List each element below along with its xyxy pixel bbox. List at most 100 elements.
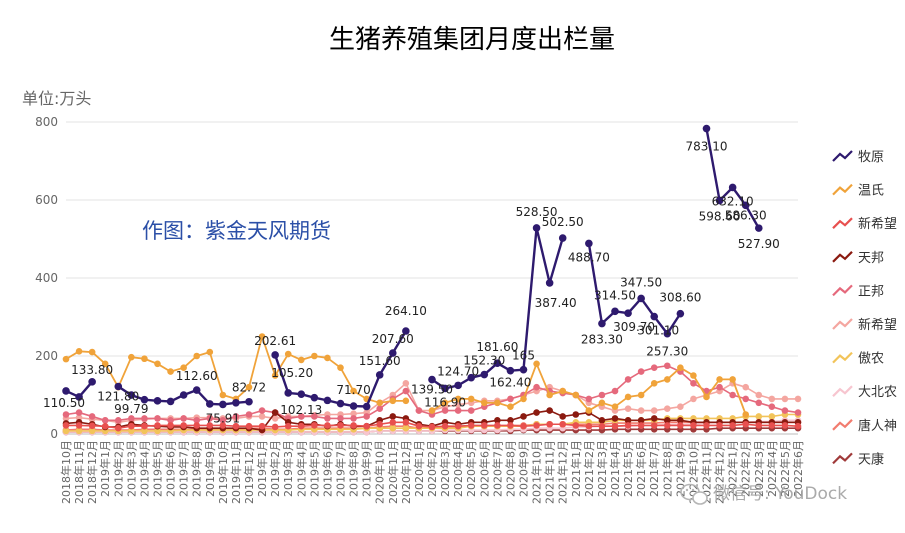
data-point bbox=[794, 409, 802, 416]
data-point bbox=[402, 380, 410, 387]
x-tick-label: 2020年2月 bbox=[425, 440, 439, 497]
data-point bbox=[219, 417, 227, 424]
grid bbox=[66, 121, 798, 435]
x-tick-label: 2019年5月 bbox=[307, 440, 321, 497]
data-point bbox=[297, 390, 306, 398]
legend-item[interactable]: 天邦 bbox=[832, 251, 884, 266]
data-label: 181.60 bbox=[476, 340, 518, 354]
data-point bbox=[284, 422, 292, 430]
data-label: 110.50 bbox=[43, 396, 85, 410]
data-point bbox=[650, 380, 658, 387]
data-point bbox=[598, 319, 606, 328]
data-point bbox=[729, 376, 736, 383]
data-point bbox=[192, 386, 201, 394]
x-tick-label: 2021年7月 bbox=[647, 440, 661, 497]
data-point bbox=[716, 422, 723, 429]
data-point bbox=[546, 407, 553, 414]
x-axis: 2018年10月 2018年11月 2018年12月 2019年1月 2019年2月 20… bbox=[59, 440, 805, 504]
data-label: 112.60 bbox=[176, 369, 218, 383]
data-point bbox=[363, 422, 370, 430]
data-point bbox=[141, 355, 148, 363]
data-point bbox=[690, 395, 697, 403]
data-point bbox=[637, 391, 645, 399]
data-point bbox=[480, 370, 489, 379]
data-label: 488.70 bbox=[568, 250, 610, 264]
data-label: 586.30 bbox=[725, 208, 767, 222]
legend-item[interactable]: 大北农 bbox=[832, 385, 897, 400]
series-4 bbox=[62, 362, 802, 424]
data-label: 133.80 bbox=[71, 363, 113, 377]
data-label: 116.90 bbox=[424, 395, 466, 409]
x-tick-label: 2019年3月 bbox=[281, 440, 295, 497]
x-tick-label: 2019年8月 bbox=[190, 440, 204, 497]
chart-credit: 作图：紫金天风期货 bbox=[142, 219, 331, 243]
data-point bbox=[716, 383, 723, 391]
data-point bbox=[624, 309, 632, 318]
legend-item[interactable]: 傲农 bbox=[832, 352, 884, 367]
data-point bbox=[402, 387, 410, 395]
data-point bbox=[677, 364, 684, 372]
data-point bbox=[467, 395, 475, 403]
data-point bbox=[62, 427, 70, 435]
legend-item[interactable]: 唐人神 bbox=[832, 418, 897, 434]
data-point bbox=[454, 401, 462, 409]
data-point bbox=[180, 422, 187, 429]
x-tick-label: 2019年1月 bbox=[255, 440, 269, 497]
data-point bbox=[559, 413, 567, 420]
data-point bbox=[363, 413, 370, 420]
data-point bbox=[768, 413, 776, 420]
watermark-text: 微信号: YouDock bbox=[713, 484, 847, 504]
data-point bbox=[376, 405, 384, 412]
series-layer bbox=[62, 124, 802, 436]
data-point bbox=[258, 407, 266, 414]
legend-item[interactable]: 温氏 bbox=[832, 184, 884, 199]
legend-swatch bbox=[832, 251, 853, 263]
data-point bbox=[101, 417, 109, 424]
legend-label: 温氏 bbox=[858, 184, 884, 199]
data-point bbox=[128, 353, 135, 361]
data-point bbox=[507, 403, 514, 411]
data-label: 283.30 bbox=[581, 333, 623, 347]
data-point bbox=[611, 403, 619, 411]
data-point bbox=[141, 422, 148, 430]
data-point bbox=[232, 422, 240, 430]
data-point bbox=[663, 362, 671, 370]
legend-item[interactable]: 牧原 bbox=[832, 150, 884, 165]
data-point bbox=[415, 407, 423, 414]
legend-item[interactable]: 正邦 bbox=[832, 284, 884, 299]
legend-swatch bbox=[832, 217, 853, 229]
legend-item[interactable]: 新希望 bbox=[832, 216, 897, 232]
data-point bbox=[507, 417, 514, 424]
data-point bbox=[128, 427, 135, 435]
data-label: 598.60 bbox=[699, 210, 741, 224]
data-point bbox=[428, 375, 436, 384]
data-point bbox=[441, 422, 449, 430]
chart-title: 生猪养殖集团月度出栏量 bbox=[329, 25, 615, 55]
x-tick-label: 2020年7月 bbox=[490, 440, 504, 497]
data-point bbox=[88, 422, 96, 430]
data-label: 528.50 bbox=[516, 205, 558, 219]
legend-item[interactable]: 天康 bbox=[832, 451, 884, 467]
data-point bbox=[141, 427, 148, 435]
data-point bbox=[154, 422, 161, 429]
data-point bbox=[533, 383, 540, 391]
data-point bbox=[559, 420, 567, 428]
legend-swatch bbox=[832, 419, 853, 431]
data-point bbox=[637, 407, 645, 414]
data-label: 139.50 bbox=[411, 383, 453, 397]
data-point bbox=[232, 399, 240, 407]
legend-item[interactable]: 新希望 bbox=[832, 317, 897, 333]
data-point bbox=[140, 395, 149, 404]
data-point bbox=[585, 239, 593, 248]
data-point bbox=[663, 422, 671, 429]
data-point bbox=[598, 399, 606, 407]
data-point bbox=[362, 402, 371, 411]
data-point bbox=[467, 422, 475, 429]
data-point bbox=[611, 422, 619, 430]
data-label: 82.72 bbox=[232, 381, 266, 395]
data-point bbox=[62, 355, 70, 363]
data-label: 632.10 bbox=[712, 194, 754, 208]
data-point bbox=[206, 422, 214, 429]
data-point bbox=[441, 384, 449, 393]
